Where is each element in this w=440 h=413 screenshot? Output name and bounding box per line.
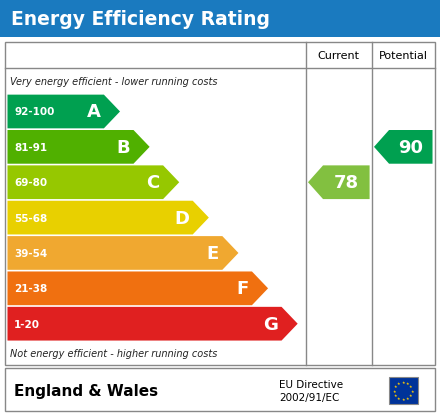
Text: ★: ★ <box>406 396 409 400</box>
Text: Very energy efficient - lower running costs: Very energy efficient - lower running co… <box>10 77 217 87</box>
Text: ★: ★ <box>409 385 413 389</box>
Text: 92-100: 92-100 <box>14 107 55 117</box>
Text: G: G <box>263 315 278 333</box>
Polygon shape <box>7 95 120 129</box>
Text: 39-54: 39-54 <box>14 248 48 259</box>
Polygon shape <box>7 307 298 341</box>
Polygon shape <box>7 237 238 270</box>
Text: E: E <box>206 244 219 262</box>
Text: Current: Current <box>318 51 360 61</box>
Text: ★: ★ <box>406 381 409 385</box>
Text: ★: ★ <box>409 393 413 397</box>
Text: England & Wales: England & Wales <box>14 383 158 398</box>
Text: 21-38: 21-38 <box>14 284 48 294</box>
Text: A: A <box>87 103 100 121</box>
Text: C: C <box>147 174 160 192</box>
Text: ★: ★ <box>393 385 397 389</box>
Text: 55-68: 55-68 <box>14 213 48 223</box>
Text: 78: 78 <box>334 174 359 192</box>
Text: ★: ★ <box>392 389 396 393</box>
Text: ★: ★ <box>397 381 400 385</box>
Text: ★: ★ <box>401 397 405 401</box>
Polygon shape <box>374 131 433 164</box>
Polygon shape <box>7 272 268 306</box>
Text: Not energy efficient - higher running costs: Not energy efficient - higher running co… <box>10 349 217 358</box>
Text: D: D <box>174 209 189 227</box>
Bar <box>5 368 435 411</box>
Bar <box>389 377 418 404</box>
Text: 1-20: 1-20 <box>14 319 40 329</box>
Text: 90: 90 <box>398 138 423 157</box>
Text: EU Directive
2002/91/EC: EU Directive 2002/91/EC <box>279 379 344 402</box>
Text: Energy Efficiency Rating: Energy Efficiency Rating <box>11 9 270 28</box>
Text: ★: ★ <box>401 380 405 384</box>
Text: Potential: Potential <box>379 51 428 61</box>
Text: 69-80: 69-80 <box>14 178 47 188</box>
Text: ★: ★ <box>410 389 414 393</box>
Text: 81-91: 81-91 <box>14 142 47 152</box>
Polygon shape <box>7 201 209 235</box>
Text: ★: ★ <box>393 393 397 397</box>
Polygon shape <box>308 166 370 199</box>
Text: B: B <box>116 138 130 157</box>
Polygon shape <box>7 166 179 199</box>
Text: F: F <box>236 280 249 298</box>
Text: ★: ★ <box>397 396 400 400</box>
Bar <box>5 43 435 366</box>
Polygon shape <box>7 131 150 164</box>
Bar <box>0 0 440 38</box>
